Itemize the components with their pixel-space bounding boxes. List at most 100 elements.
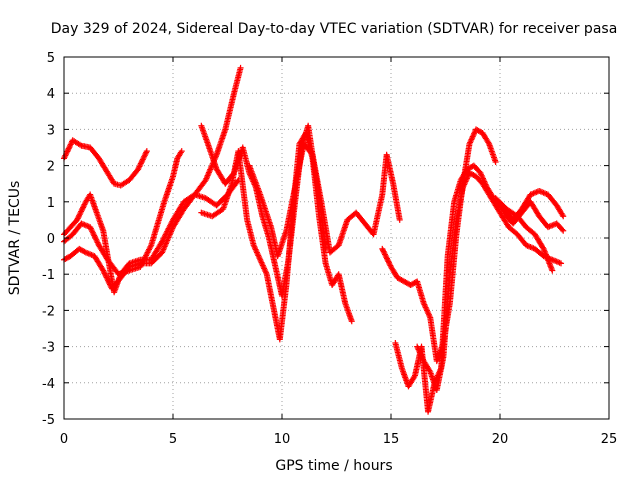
data-point bbox=[74, 216, 81, 223]
data-point bbox=[558, 260, 565, 267]
data-point bbox=[348, 318, 355, 325]
data-point bbox=[136, 163, 143, 170]
data-point bbox=[90, 231, 97, 238]
ticks-layer: 0 5 10 15 20 25 -5 -4 -3 -2 -1 0 1 2 3 4 5 bbox=[42, 51, 617, 447]
data-point bbox=[386, 261, 393, 268]
data-point bbox=[101, 270, 108, 277]
data-point bbox=[66, 144, 73, 151]
y-tick-label: 0 bbox=[47, 232, 55, 247]
data-point bbox=[80, 204, 87, 211]
y-tick-label: 5 bbox=[47, 51, 55, 66]
x-tick-label: 5 bbox=[169, 432, 177, 447]
y-tick-label: 4 bbox=[47, 87, 55, 102]
data-point bbox=[385, 259, 392, 266]
series-track-1 bbox=[61, 137, 150, 189]
data-point bbox=[93, 236, 100, 243]
data-point bbox=[539, 244, 546, 251]
data-point bbox=[89, 229, 96, 236]
data-point bbox=[549, 267, 556, 274]
data-point bbox=[178, 148, 185, 155]
data-point bbox=[383, 255, 390, 262]
series-track-7 bbox=[246, 140, 403, 260]
data-point bbox=[100, 268, 107, 275]
data-point bbox=[100, 267, 107, 274]
y-axis-label: SDTVAR / TECUs bbox=[7, 181, 23, 296]
data-point bbox=[135, 166, 142, 173]
data-point bbox=[65, 145, 72, 152]
chart-title: Day 329 of 2024, Sidereal Day-to-day VTE… bbox=[51, 21, 618, 37]
data-point bbox=[87, 225, 94, 232]
data-point bbox=[380, 248, 387, 255]
data-point bbox=[139, 156, 146, 163]
data-point bbox=[142, 150, 149, 157]
data-point bbox=[396, 216, 403, 223]
data-point bbox=[78, 207, 85, 214]
data-point bbox=[93, 238, 100, 245]
data-point bbox=[560, 213, 567, 220]
data-point bbox=[385, 258, 392, 265]
data-point bbox=[76, 212, 83, 219]
data-point bbox=[102, 273, 109, 280]
data-point bbox=[141, 153, 148, 160]
data-point bbox=[141, 152, 148, 159]
data-point bbox=[67, 141, 74, 148]
data-point bbox=[379, 245, 386, 252]
data-point bbox=[381, 250, 388, 257]
data-point bbox=[102, 271, 109, 278]
data-point bbox=[104, 275, 111, 282]
data-point bbox=[74, 215, 81, 222]
data-point bbox=[63, 149, 70, 156]
y-tick-label: 3 bbox=[47, 123, 55, 138]
series-track-12 bbox=[492, 195, 556, 274]
data-point bbox=[91, 233, 98, 240]
series-track-10 bbox=[414, 169, 565, 394]
data-point bbox=[80, 202, 87, 209]
data-point bbox=[308, 150, 315, 157]
y-tick-label: 1 bbox=[47, 196, 55, 211]
x-axis-label: GPS time / hours bbox=[275, 458, 392, 474]
grid-layer bbox=[64, 57, 609, 419]
data-point bbox=[67, 142, 74, 149]
data-point bbox=[81, 201, 88, 208]
data-point bbox=[91, 232, 98, 239]
data-point bbox=[143, 148, 150, 155]
data-point bbox=[87, 224, 94, 231]
data-point bbox=[379, 247, 386, 254]
data-point bbox=[64, 148, 71, 155]
data-point bbox=[411, 373, 418, 380]
y-tick-label: -2 bbox=[42, 304, 55, 319]
x-tick-label: 0 bbox=[60, 432, 68, 447]
data-point bbox=[560, 227, 567, 234]
data-point bbox=[94, 239, 101, 246]
data-point bbox=[61, 153, 68, 160]
series-track-11 bbox=[497, 198, 567, 234]
data-point bbox=[77, 209, 84, 216]
y-tick-label: 2 bbox=[47, 160, 55, 175]
data-point bbox=[139, 157, 146, 164]
data-point bbox=[137, 160, 144, 167]
data-point bbox=[384, 256, 391, 263]
data-point bbox=[78, 208, 85, 215]
x-tick-label: 15 bbox=[383, 432, 400, 447]
data-point bbox=[75, 214, 82, 221]
data-point bbox=[143, 149, 150, 156]
x-tick-label: 10 bbox=[274, 432, 291, 447]
data-point bbox=[62, 152, 69, 159]
data-point bbox=[559, 226, 566, 233]
data-point bbox=[92, 235, 99, 242]
data-point bbox=[492, 158, 499, 165]
data-point bbox=[79, 205, 86, 212]
data-point bbox=[137, 162, 144, 169]
y-tick-label: -5 bbox=[42, 413, 55, 428]
data-point bbox=[426, 367, 433, 374]
data-point bbox=[135, 164, 142, 171]
data-point bbox=[485, 139, 492, 146]
series-track-3 bbox=[61, 177, 242, 296]
data-point bbox=[65, 147, 72, 154]
data-point bbox=[140, 155, 147, 162]
x-tick-label: 20 bbox=[492, 432, 509, 447]
data-point bbox=[76, 211, 83, 218]
data-point bbox=[559, 211, 566, 218]
y-tick-label: -3 bbox=[42, 341, 55, 356]
